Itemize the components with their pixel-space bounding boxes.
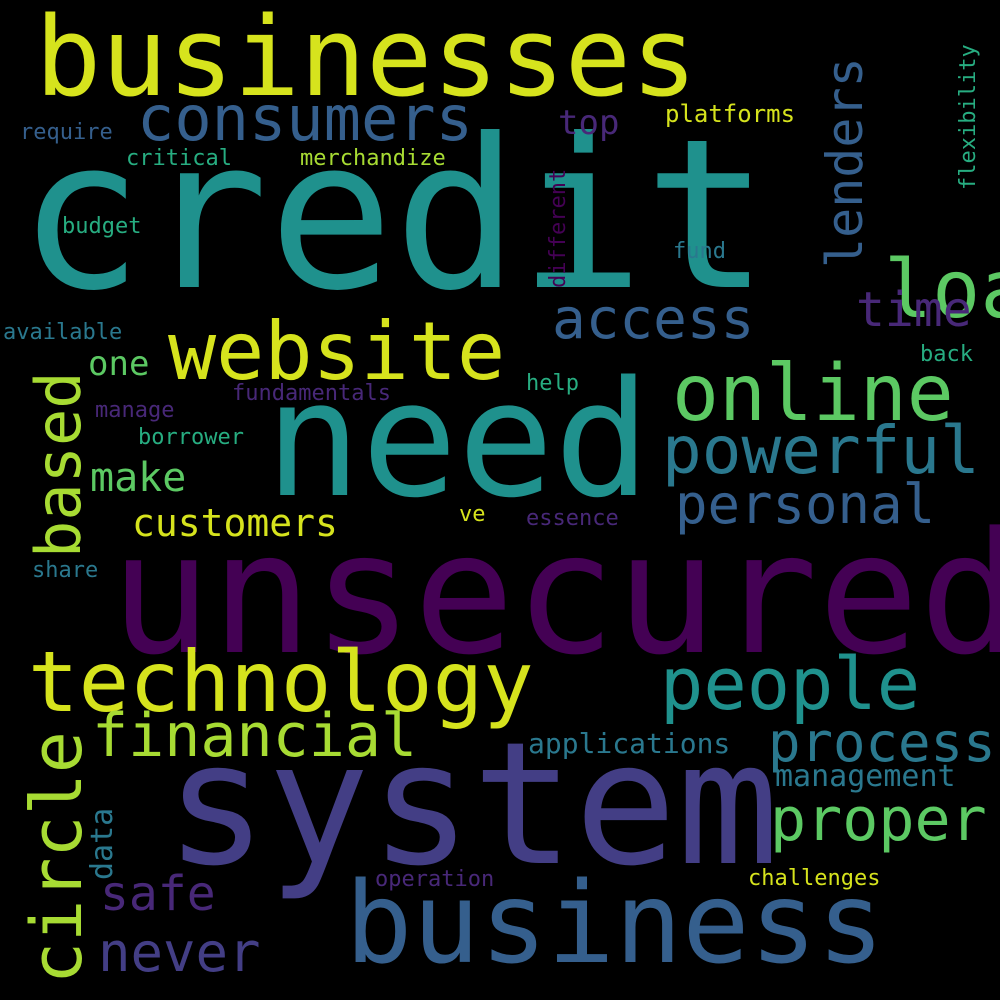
word-essence: essence — [526, 506, 619, 531]
word-fund: fund — [673, 239, 726, 264]
word-flexibility: flexibility — [956, 44, 981, 190]
word-need: need — [265, 346, 651, 533]
word-fundamentals: fundamentals — [232, 381, 391, 406]
word-challenges: challenges — [748, 866, 881, 891]
word-credit: credit — [18, 95, 770, 337]
word-share: share — [32, 558, 99, 583]
word-manage: manage — [95, 398, 175, 423]
word-financial: financial — [92, 701, 418, 771]
word-platforms: platforms — [665, 100, 796, 128]
word-proper: proper — [770, 785, 987, 855]
word-personal: personal — [675, 473, 936, 536]
word-time: time — [856, 282, 972, 338]
word-consumers: consumers — [137, 82, 473, 155]
word-safe: safe — [100, 866, 216, 922]
word-management: management — [775, 759, 956, 794]
word-operation: operation — [375, 867, 495, 892]
word-access: access — [552, 287, 755, 352]
word-technology: technology — [28, 633, 534, 731]
word-process: process — [768, 711, 996, 774]
word-data: data — [85, 807, 120, 880]
word-powerful: powerful — [662, 412, 980, 489]
word-people: people — [660, 642, 921, 726]
word-system: system — [165, 706, 780, 904]
word-online: online — [672, 349, 954, 439]
word-help: help — [526, 371, 579, 396]
word-make: make — [90, 455, 187, 501]
word-applications: applications — [528, 727, 731, 760]
word-lenders: lenders — [816, 57, 874, 268]
word-one: one — [88, 344, 150, 384]
word-business: business — [345, 859, 885, 989]
word-merchandize: merchandize — [300, 146, 446, 171]
word-based: based — [22, 371, 95, 558]
word-require: require — [20, 120, 113, 145]
word-unsecured: unsecured — [110, 496, 1000, 692]
word-different: different — [546, 168, 571, 288]
word-top: top — [558, 103, 620, 143]
word-businesses: businesses — [35, 0, 698, 121]
word-ve: ve — [459, 502, 486, 527]
word-circle: circle — [16, 731, 98, 984]
word-borrower: borrower — [138, 425, 244, 450]
word-back: back — [920, 342, 973, 367]
word-critical: critical — [126, 146, 232, 171]
word-never: never — [98, 921, 261, 984]
word-loan: loan — [884, 243, 1000, 336]
word-website: website — [168, 305, 506, 398]
word-budget: budget — [62, 214, 142, 239]
word-customers: customers — [132, 501, 338, 545]
word-available: available — [3, 320, 123, 345]
